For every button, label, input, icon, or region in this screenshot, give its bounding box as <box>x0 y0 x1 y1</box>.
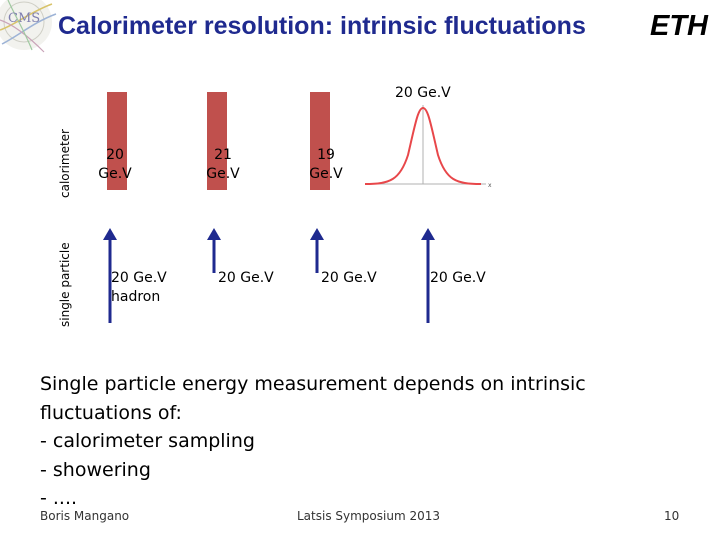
up-arrow-icon <box>103 228 117 323</box>
body-line: Single particle energy measurement depen… <box>40 373 586 395</box>
page-title: Calorimeter resolution: intrinsic fluctu… <box>58 12 586 40</box>
footer-author: Boris Mangano <box>40 509 130 523</box>
cms-logo: CMS <box>0 0 57 53</box>
eth-logo: ETH <box>650 10 709 42</box>
bar-value-label: 19 Ge.V <box>309 147 343 182</box>
svg-text:x: x <box>488 182 492 189</box>
bar-value-label: 21 Ge.V <box>206 147 240 182</box>
body-line: fluctuations of: <box>40 401 182 424</box>
calorimeter-bar <box>107 92 127 190</box>
page-number: 10 <box>664 509 680 523</box>
calorimeter-bar <box>207 92 227 190</box>
body-line: - .... <box>40 487 78 509</box>
particle-energy-label: 20 Ge.V <box>321 270 377 286</box>
body-line: - showering <box>40 458 151 481</box>
footer-event: Latsis Symposium 2013 <box>297 509 440 523</box>
svg-text:CMS: CMS <box>8 11 40 26</box>
particle-energy-label: 20 Ge.V hadron <box>111 270 167 305</box>
up-arrow-icon <box>207 228 221 273</box>
gaussian-label: 20 Ge.V <box>395 85 451 101</box>
particle-energy-label: 20 Ge.V <box>430 270 486 286</box>
single-particle-label: single particle <box>58 242 72 327</box>
calorimeter-bar <box>310 92 330 190</box>
gaussian-distribution-plot: x <box>364 105 492 189</box>
body-line: - calorimeter sampling <box>40 430 255 452</box>
up-arrow-icon <box>310 228 324 273</box>
particle-energy-label: 20 Ge.V <box>218 270 274 286</box>
bar-value-label: 20 Ge.V <box>98 147 132 182</box>
calorimeter-label: calorimeter <box>58 129 72 198</box>
svg-text:ETH: ETH <box>650 10 709 42</box>
up-arrow-icon <box>421 228 435 323</box>
body-text: Single particle energy measurement depen… <box>40 370 660 513</box>
